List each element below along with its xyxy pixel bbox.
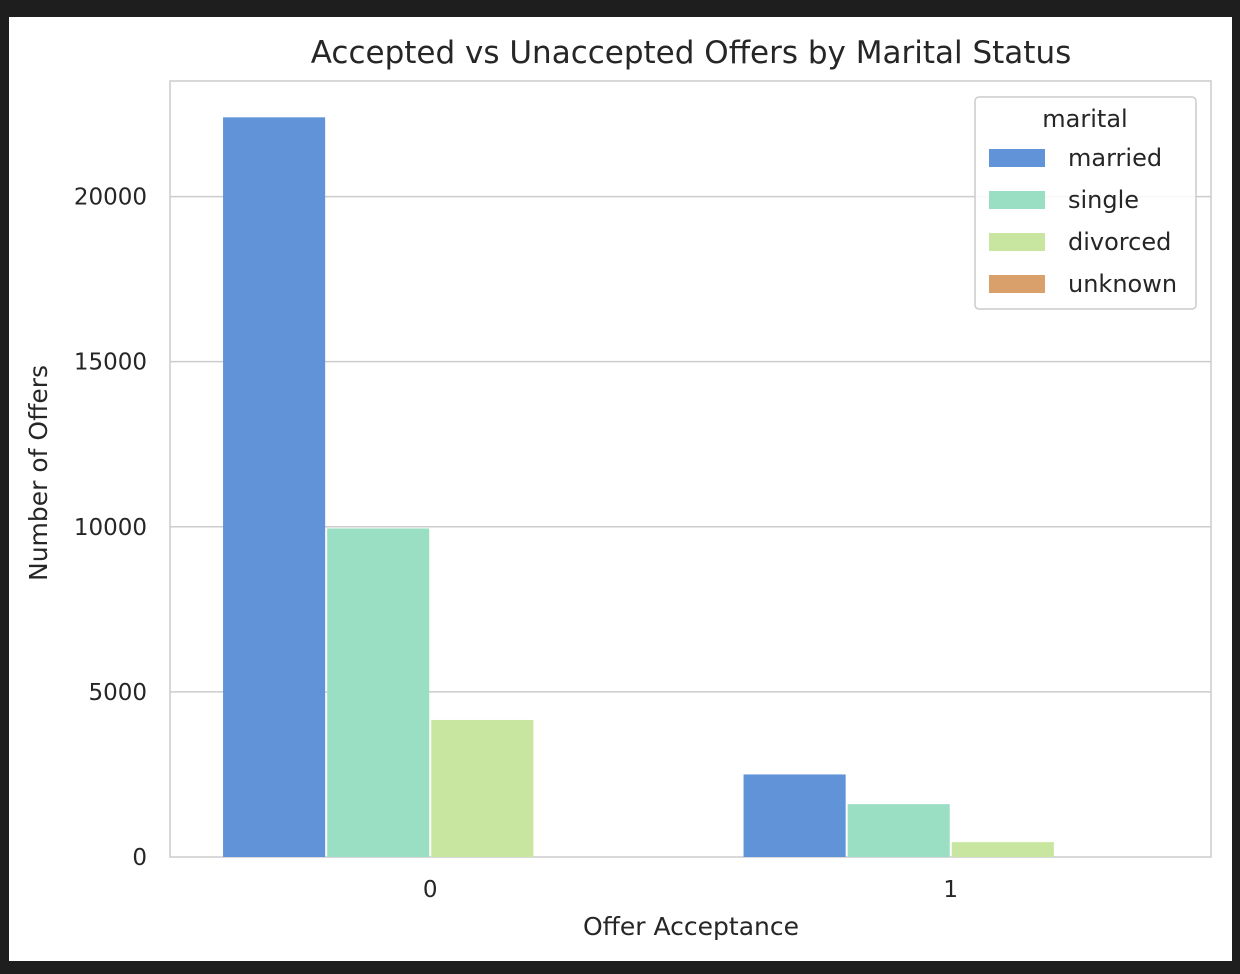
bar-single-0	[327, 528, 430, 857]
y-tick-labels: 0 5000 10000 15000 20000	[74, 185, 147, 871]
y-tick-label: 10000	[74, 515, 147, 541]
legend-swatch-divorced	[989, 233, 1045, 251]
bar-married-1	[743, 774, 846, 857]
bar-chart: Accepted vs Unaccepted Offers by Marital…	[24, 35, 1212, 941]
chart-figure: Accepted vs Unaccepted Offers by Marital…	[9, 17, 1232, 961]
chart-title: Accepted vs Unaccepted Offers by Marital…	[311, 35, 1072, 71]
legend-swatch-unknown	[989, 275, 1045, 293]
legend-swatch-single	[989, 191, 1045, 209]
legend-label-unknown: unknown	[1068, 270, 1177, 298]
legend: marital married single divorced unknown	[974, 96, 1197, 310]
y-tick-label: 0	[132, 845, 147, 871]
x-axis-label: Offer Acceptance	[583, 912, 799, 941]
y-tick-label: 20000	[74, 185, 147, 211]
legend-swatch-married	[989, 149, 1045, 167]
legend-title: marital	[1042, 105, 1127, 133]
legend-label-single: single	[1068, 186, 1139, 214]
y-tick-label: 5000	[88, 680, 147, 706]
y-tick-label: 15000	[74, 350, 147, 376]
bar-divorced-0	[431, 719, 534, 857]
legend-label-married: married	[1068, 144, 1162, 172]
bar-single-1	[847, 804, 950, 857]
bar-divorced-1	[951, 842, 1054, 857]
y-axis-label: Number of Offers	[24, 365, 53, 581]
legend-items: married single divorced unknown	[989, 144, 1177, 298]
legend-label-divorced: divorced	[1068, 228, 1171, 256]
bars	[223, 117, 1054, 857]
x-tick-label: 1	[943, 877, 958, 903]
bar-married-0	[223, 117, 326, 857]
x-tick-label: 0	[423, 877, 438, 903]
